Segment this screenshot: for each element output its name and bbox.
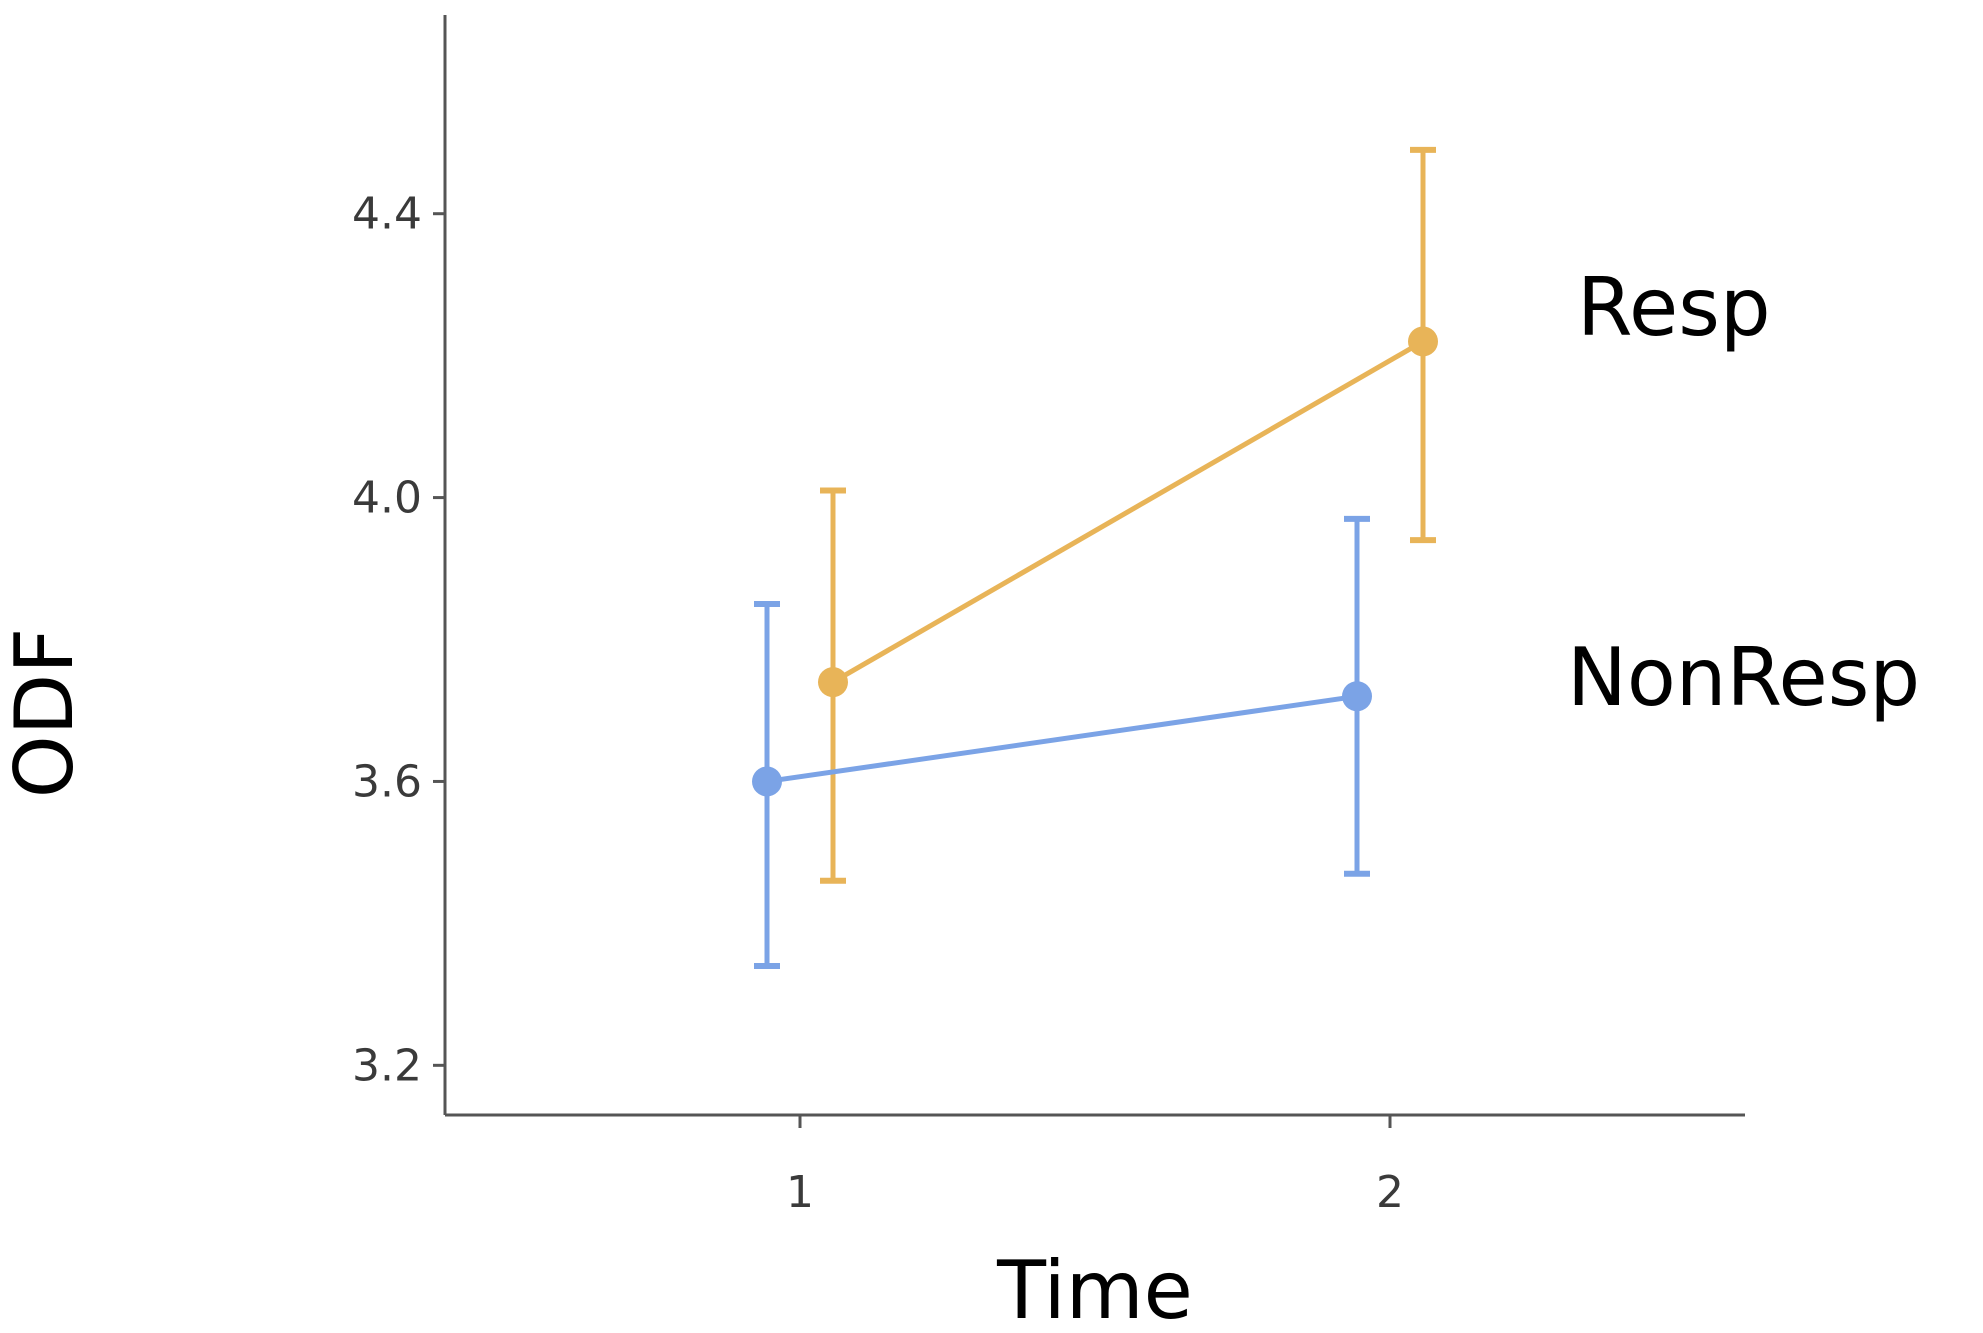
y-axis-title: ODF xyxy=(0,628,91,799)
data-point xyxy=(818,667,848,698)
y-tick-label: 4.0 xyxy=(352,473,422,524)
series-line xyxy=(831,339,1425,685)
data-point xyxy=(1408,326,1438,357)
y-tick-label: 3.6 xyxy=(352,756,422,807)
series-nonresp xyxy=(752,515,1372,969)
x-tick-label: 1 xyxy=(786,1167,814,1218)
data-point xyxy=(1342,681,1372,712)
plot-area xyxy=(752,146,1438,969)
data-point xyxy=(752,766,782,797)
y-tick-label: 4.4 xyxy=(352,189,422,240)
y-axis-ticks: 3.2 3.6 4.0 4.4 xyxy=(352,189,445,1091)
series-line xyxy=(766,693,1358,784)
series-label-nonresp: NonResp xyxy=(1567,631,1920,724)
x-axis-title: Time xyxy=(996,1244,1193,1329)
x-tick-label: 2 xyxy=(1376,1167,1404,1218)
series-resp xyxy=(818,146,1438,884)
y-tick-label: 3.2 xyxy=(352,1040,422,1091)
series-labels: Resp NonResp xyxy=(1567,261,1920,724)
series-label-resp: Resp xyxy=(1577,261,1771,354)
